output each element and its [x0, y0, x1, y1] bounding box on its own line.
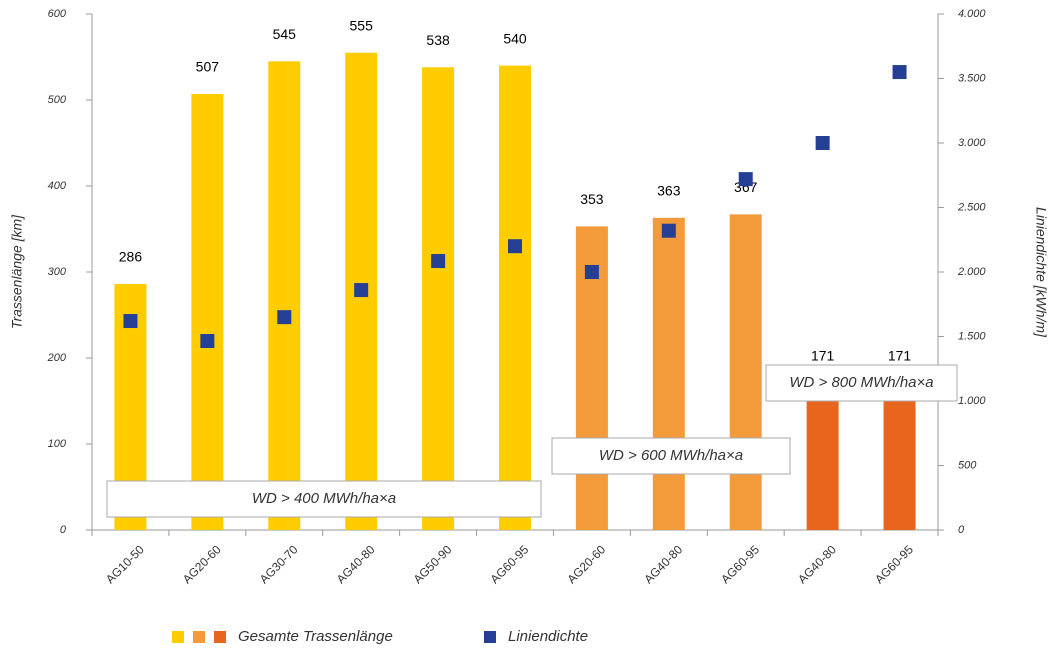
- y-tick-label: 400: [48, 180, 67, 192]
- x-tick-label: AG10-50: [103, 542, 147, 586]
- y2-tick-label: 0: [958, 524, 965, 536]
- x-tick-label: AG20-60: [180, 542, 224, 586]
- x-tick-label: AG20-60: [564, 542, 608, 586]
- marker: [431, 254, 446, 269]
- annotation: WD > 400 MWh/ha×a: [252, 490, 396, 507]
- bar: [883, 382, 916, 530]
- x-tick-label: AG40-80: [334, 542, 378, 586]
- y2-tick-label: 1.000: [958, 395, 986, 407]
- annotation-box: [551, 437, 791, 475]
- data-label: 171: [888, 348, 912, 364]
- y-tick-label: 100: [48, 438, 67, 450]
- y2-tick-label: 500: [958, 459, 977, 471]
- y-tick-label: 300: [48, 266, 67, 278]
- data-label: 286: [119, 249, 143, 265]
- y-axis-label: Trassenlänge [km]: [9, 214, 25, 329]
- legend-label: Gesamte Trassenlänge: [238, 628, 393, 645]
- marker: [200, 334, 215, 349]
- marker: [661, 223, 676, 238]
- annotation: WD > 600 MWh/ha×a: [599, 447, 743, 464]
- marker: [508, 239, 522, 254]
- marker: [738, 172, 753, 187]
- marker: [815, 136, 830, 150]
- x-tick-label: AG50-90: [411, 542, 455, 586]
- y-tick-label: 600: [48, 8, 67, 20]
- y2-tick-label: 1.500: [958, 330, 986, 342]
- y-tick-label: 500: [48, 94, 67, 106]
- marker: [277, 310, 292, 325]
- bar: [191, 93, 224, 530]
- x-tick-label: AG40-80: [795, 542, 839, 586]
- x-tick-label: AG60-95: [488, 542, 532, 586]
- legend-swatch: [193, 631, 205, 643]
- bar: [499, 65, 531, 530]
- data-label: 171: [811, 348, 835, 364]
- y2-tick-label: 2.500: [957, 201, 986, 213]
- y2-tick-label: 3.500: [958, 72, 986, 84]
- y2-tick-label: 4.000: [958, 8, 986, 20]
- annotation-box: [765, 364, 958, 402]
- annotation-box: [106, 480, 542, 518]
- y2-tick-label: 2.000: [957, 266, 986, 278]
- annotation: WD > 800 MWh/ha×a: [789, 374, 933, 391]
- data-label: 507: [196, 59, 220, 75]
- x-tick-label: AG60-95: [872, 542, 916, 586]
- data-label: 555: [350, 17, 374, 33]
- bar: [729, 214, 762, 530]
- data-label: 545: [273, 26, 297, 42]
- legend-swatch: [214, 631, 226, 643]
- marker: [584, 265, 599, 279]
- marker: [123, 314, 138, 329]
- marker: [892, 65, 907, 80]
- legend-label: Liniendichte: [508, 628, 588, 645]
- legend-swatch: [172, 631, 184, 643]
- y2-axis-label: Liniendichte [kWh/m]: [1033, 207, 1049, 338]
- marker: [354, 283, 369, 298]
- data-label: 538: [426, 32, 450, 48]
- x-tick-label: AG60-95: [718, 542, 762, 586]
- y-tick-label: 200: [47, 352, 67, 364]
- data-label: 540: [503, 30, 527, 46]
- bar: [652, 217, 685, 530]
- bar: [268, 61, 301, 531]
- bar: [806, 382, 839, 530]
- y2-tick-label: 3.000: [958, 137, 986, 149]
- legend-swatch: [484, 631, 496, 643]
- bar: [422, 67, 455, 530]
- x-tick-label: AG30-70: [257, 542, 301, 586]
- data-label: 353: [580, 191, 604, 207]
- data-label: 363: [657, 183, 681, 199]
- y-tick-label: 0: [60, 524, 67, 536]
- x-tick-label: AG40-80: [641, 542, 685, 586]
